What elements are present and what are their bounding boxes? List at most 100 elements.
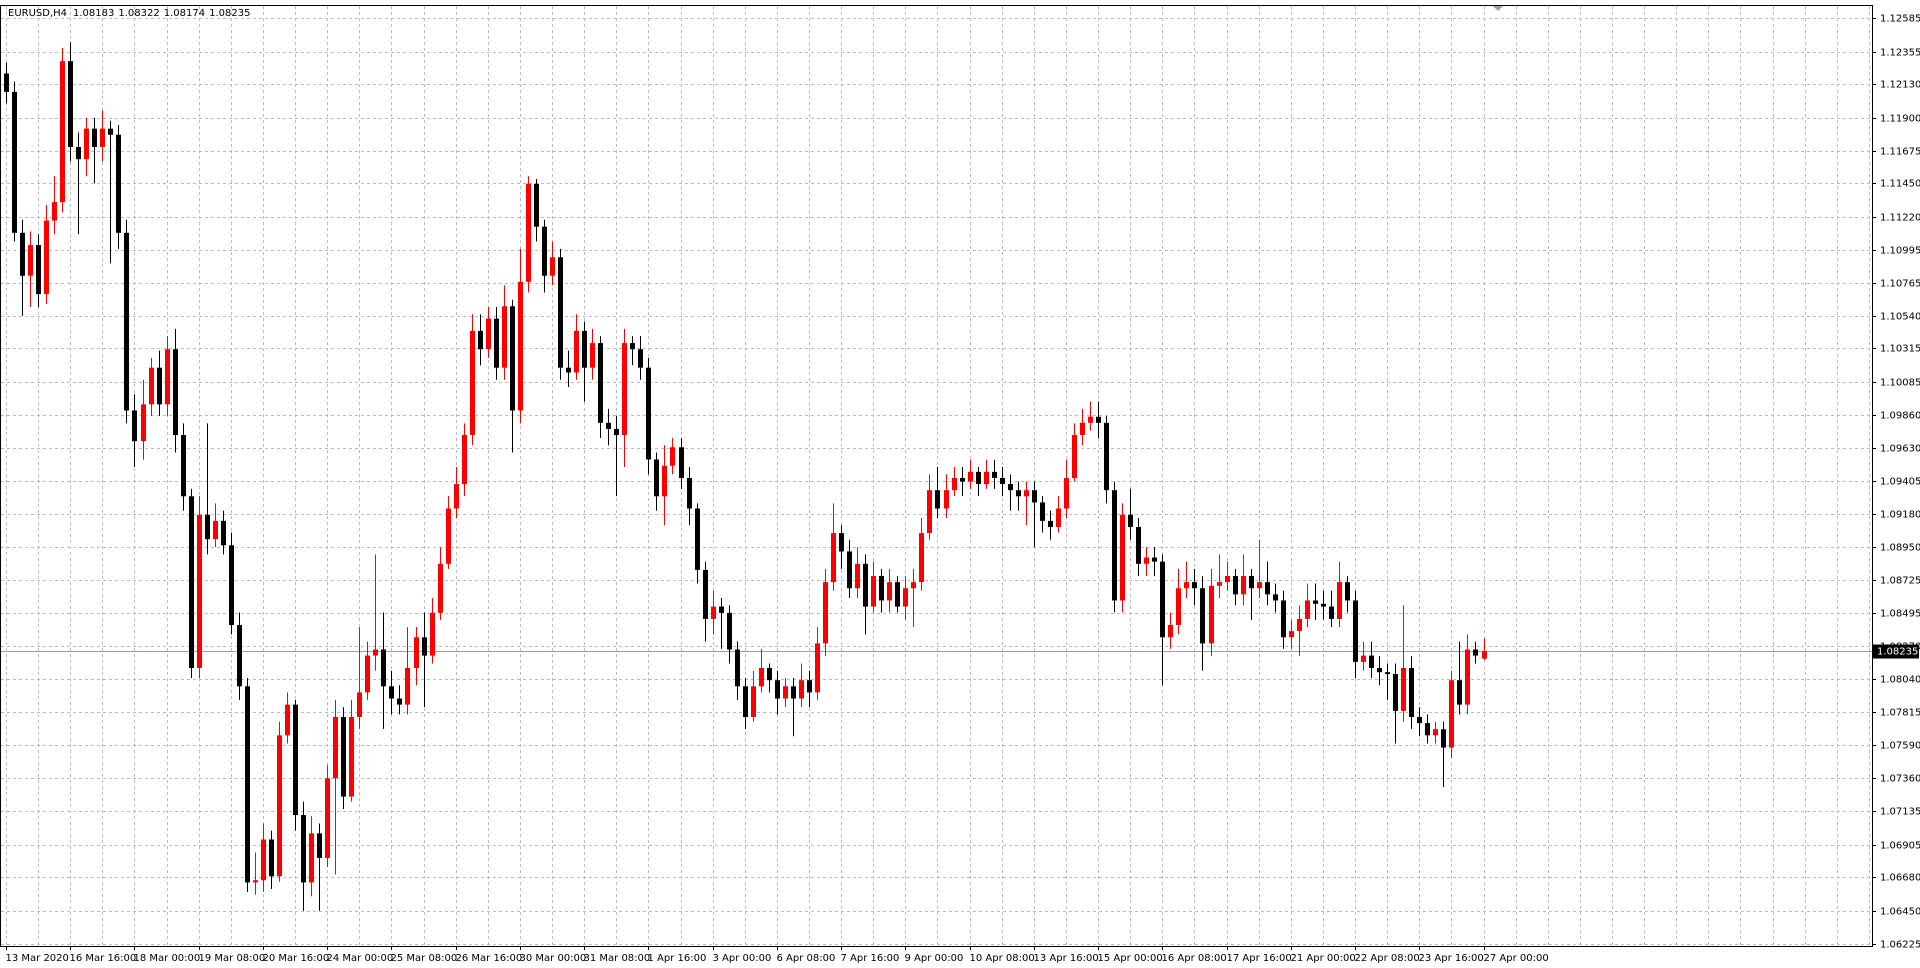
body bbox=[197, 514, 202, 668]
body bbox=[871, 576, 876, 607]
body bbox=[470, 330, 475, 436]
body bbox=[1217, 582, 1222, 586]
body bbox=[221, 520, 226, 546]
body bbox=[1072, 435, 1077, 478]
body bbox=[1233, 576, 1238, 595]
body bbox=[1457, 680, 1462, 705]
body bbox=[542, 226, 547, 276]
x-tick-label: 23 Apr 16:00 bbox=[1419, 953, 1484, 964]
x-tick-label: 25 Mar 08:00 bbox=[391, 953, 458, 964]
high-value: 1.08322 bbox=[118, 8, 159, 19]
body bbox=[743, 686, 748, 718]
body bbox=[494, 318, 499, 368]
body bbox=[397, 698, 402, 705]
body bbox=[181, 435, 186, 497]
body bbox=[84, 128, 89, 160]
x-tick-label: 18 Mar 00:00 bbox=[134, 953, 201, 964]
body bbox=[895, 582, 900, 607]
body bbox=[373, 649, 378, 656]
body bbox=[510, 306, 515, 411]
current-price-box bbox=[1873, 644, 1919, 659]
body bbox=[646, 367, 651, 460]
body bbox=[52, 202, 57, 221]
y-tick-label: 1.10315 bbox=[1880, 344, 1920, 355]
body bbox=[462, 435, 467, 485]
body bbox=[1016, 490, 1021, 497]
body bbox=[1482, 651, 1487, 659]
body bbox=[727, 612, 732, 650]
body bbox=[44, 220, 49, 295]
x-tick-label: 21 Apr 00:00 bbox=[1291, 953, 1356, 964]
body bbox=[1433, 729, 1438, 736]
body bbox=[976, 471, 981, 485]
body bbox=[703, 569, 708, 619]
y-tick-label: 1.07815 bbox=[1880, 708, 1920, 719]
body bbox=[446, 508, 451, 564]
x-tick-label: 20 Mar 16:00 bbox=[263, 953, 330, 964]
body bbox=[751, 686, 756, 718]
body bbox=[1449, 680, 1454, 748]
body bbox=[1080, 422, 1085, 436]
x-tick-label: 13 Apr 16:00 bbox=[1034, 953, 1099, 964]
body bbox=[60, 61, 65, 203]
body bbox=[1281, 600, 1286, 638]
body bbox=[839, 533, 844, 552]
y-tick-label: 1.09180 bbox=[1880, 510, 1920, 521]
body bbox=[1136, 526, 1141, 564]
x-tick-label: 7 Apr 16:00 bbox=[841, 953, 900, 964]
body bbox=[927, 490, 932, 534]
body bbox=[1265, 582, 1270, 595]
y-tick-label: 1.09630 bbox=[1880, 444, 1920, 455]
body bbox=[333, 717, 338, 779]
body bbox=[157, 367, 162, 405]
body bbox=[269, 839, 274, 877]
current-price-label: 1.08235 bbox=[1877, 647, 1918, 658]
body bbox=[775, 680, 780, 699]
open-value: 1.08183 bbox=[73, 8, 114, 19]
body bbox=[1241, 576, 1246, 595]
body bbox=[534, 183, 539, 227]
body bbox=[76, 146, 81, 160]
body bbox=[253, 880, 258, 883]
y-tick-label: 1.10995 bbox=[1880, 246, 1920, 257]
body bbox=[309, 833, 314, 883]
body bbox=[1024, 490, 1029, 497]
x-tick-label: 27 Apr 00:00 bbox=[1484, 953, 1549, 964]
x-tick-label: 26 Mar 16:00 bbox=[456, 953, 523, 964]
low-value: 1.08174 bbox=[164, 8, 205, 19]
x-tick-label: 19 Mar 08:00 bbox=[199, 953, 266, 964]
x-tick-label: 3 Apr 00:00 bbox=[713, 953, 772, 964]
body bbox=[116, 134, 121, 233]
body bbox=[911, 582, 916, 589]
body bbox=[149, 367, 154, 405]
x-tick-label: 1 Apr 16:00 bbox=[648, 953, 707, 964]
y-tick-label: 1.06225 bbox=[1880, 940, 1920, 951]
body bbox=[952, 477, 957, 491]
body bbox=[261, 839, 266, 881]
body bbox=[1289, 631, 1294, 638]
body bbox=[132, 410, 137, 442]
body bbox=[1200, 588, 1205, 644]
body bbox=[1337, 582, 1342, 619]
body bbox=[165, 349, 170, 405]
body bbox=[1345, 582, 1350, 601]
body bbox=[12, 91, 17, 233]
body bbox=[189, 496, 194, 668]
body bbox=[1409, 667, 1414, 718]
y-tick-label: 1.08950 bbox=[1880, 543, 1920, 554]
body bbox=[237, 625, 242, 687]
body bbox=[325, 778, 330, 858]
body bbox=[229, 545, 234, 626]
body bbox=[1361, 655, 1366, 662]
y-tick-label: 1.07590 bbox=[1880, 741, 1920, 752]
body bbox=[1104, 422, 1109, 491]
body bbox=[341, 717, 346, 797]
body bbox=[1385, 672, 1390, 675]
body bbox=[622, 343, 627, 436]
body bbox=[173, 349, 178, 436]
body bbox=[614, 428, 619, 436]
x-tick-label: 17 Apr 16:00 bbox=[1227, 953, 1292, 964]
body bbox=[695, 508, 700, 570]
